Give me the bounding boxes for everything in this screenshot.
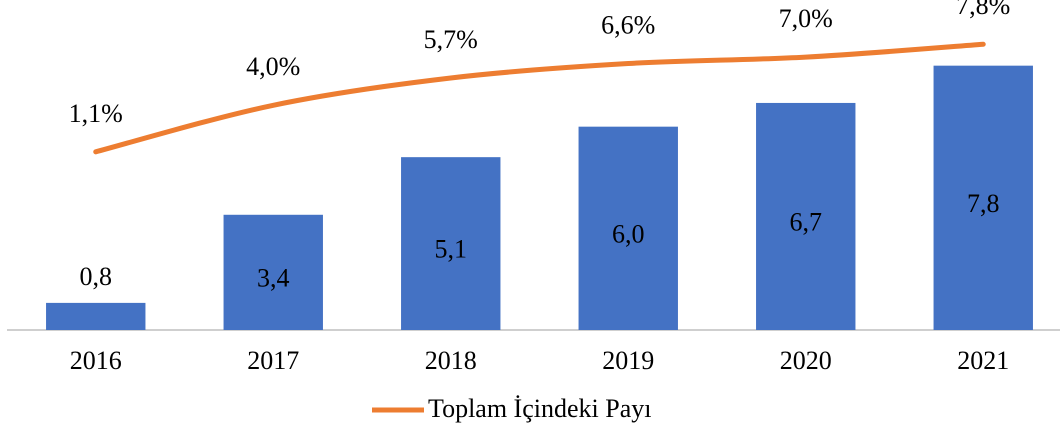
data-label: 5,1 — [435, 235, 468, 264]
bar — [933, 65, 1033, 331]
legend-label: Toplam İçindeki Payı — [428, 394, 651, 423]
x-tick-label: 2019 — [602, 346, 654, 375]
data-label: 7,8 — [967, 189, 1000, 218]
data-label: 6,0 — [612, 219, 645, 248]
data-label: 6,6% — [601, 10, 655, 39]
line — [93, 41, 986, 155]
data-label: 1,1% — [69, 99, 123, 128]
bar — [578, 126, 678, 331]
bar — [46, 302, 146, 330]
data-label: 6,7 — [790, 207, 823, 236]
x-tick-label: 2016 — [70, 346, 122, 375]
data-label: 7,0% — [779, 4, 833, 33]
bar — [401, 157, 501, 330]
x-tick-label: 2018 — [425, 346, 477, 375]
data-label: 5,7% — [424, 25, 478, 54]
bar — [223, 214, 323, 330]
data-label: 4,0% — [246, 52, 300, 81]
x-tick-label: 2020 — [780, 346, 832, 375]
data-label: 3,4 — [257, 263, 290, 292]
data-label: 7,8% — [956, 0, 1010, 20]
bar — [756, 102, 856, 330]
data-label: 0,8 — [80, 262, 113, 291]
x-tick-label: 2017 — [247, 346, 299, 375]
x-tick-label: 2021 — [957, 346, 1009, 375]
